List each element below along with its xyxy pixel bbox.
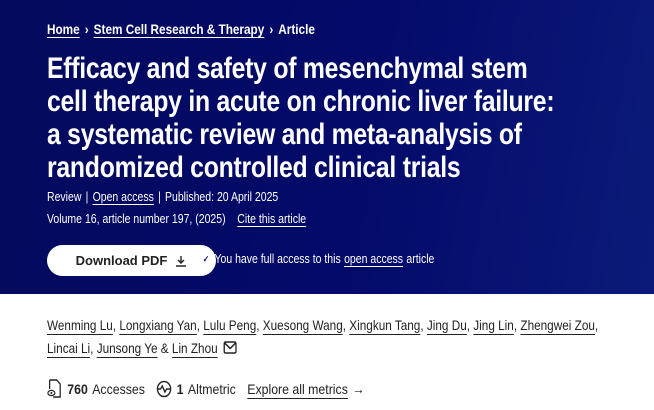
published-date: Published: 20 April 2025	[164, 190, 279, 204]
access-text: article	[406, 252, 435, 266]
download-icon	[176, 255, 187, 267]
author-link[interactable]: Zhengwei Zou	[520, 317, 595, 333]
access-text: You have full access to this	[214, 252, 341, 266]
author-link[interactable]: Junsong Ye	[96, 340, 158, 356]
arrow-right-icon: →	[352, 380, 365, 397]
article-type: Review	[47, 190, 82, 204]
title-line: cell therapy in acute on chronic liver f…	[47, 85, 555, 118]
altmetric-icon	[157, 380, 172, 397]
explore-metrics-link[interactable]: Explore all metrics	[247, 380, 348, 397]
article-volume: Volume 16, article number 197, (2025) Ci…	[47, 212, 306, 226]
article-meta: Review | Open access | Published: 20 April 2…	[47, 190, 279, 204]
article-header: Home › Stem Cell Research & Therapy › Articl…	[0, 0, 654, 294]
email-icon[interactable]	[223, 341, 237, 354]
accesses-label: Accesses	[92, 380, 145, 397]
breadcrumb-separator: ›	[269, 21, 274, 37]
breadcrumb-journal[interactable]: Stem Cell Research & Therapy	[93, 21, 265, 37]
author-link[interactable]: Longxiang Yan	[119, 317, 197, 333]
check-circle-icon: ✓	[201, 253, 212, 265]
author-list: Wenming Lu, Longxiang Yan, Lulu Peng, Xu…	[47, 317, 599, 356]
download-pdf-button[interactable]: Download PDF	[47, 245, 216, 276]
author-link[interactable]: Lin Zhou	[171, 340, 218, 356]
altmetric-label: Altmetric	[187, 380, 236, 397]
altmetric-count: 1	[176, 380, 184, 397]
page-title: Efficacy and safety of mesenchymal stem …	[47, 52, 555, 184]
breadcrumb-home[interactable]: Home	[47, 21, 80, 37]
title-line: a systematic review and meta-analysis of	[47, 118, 522, 151]
accesses-count: 760	[67, 380, 88, 397]
author-link[interactable]: Jing Lin	[473, 317, 514, 333]
cite-article-link[interactable]: Cite this article	[237, 212, 307, 226]
author-link[interactable]: Xuesong Wang	[262, 317, 343, 333]
article-metrics: 760 Accesses 1 Altmetric Explore all met…	[47, 379, 365, 398]
breadcrumb-separator: ›	[84, 21, 89, 37]
download-pdf-label: Download PDF	[75, 253, 168, 268]
title-line: randomized controlled clinical trials	[47, 151, 461, 184]
breadcrumb: Home › Stem Cell Research & Therapy › Articl…	[47, 21, 315, 37]
access-notice: ✓ You have full access to this open acce…	[201, 252, 434, 266]
author-link[interactable]: Jing Du	[426, 317, 467, 333]
author-link[interactable]: Wenming Lu	[47, 317, 113, 333]
accesses-icon	[47, 379, 61, 398]
author-link[interactable]: Lincai Li	[47, 340, 91, 356]
author-link[interactable]: Xingkun Tang	[349, 317, 421, 333]
title-line: Efficacy and safety of mesenchymal stem	[47, 52, 528, 85]
author-link[interactable]: Lulu Peng	[203, 317, 257, 333]
breadcrumb-current: Article	[278, 21, 315, 37]
open-access-link[interactable]: Open access	[92, 190, 154, 204]
volume-info: Volume 16, article number 197, (2025)	[47, 212, 226, 226]
open-access-info-link[interactable]: open access	[344, 252, 404, 266]
